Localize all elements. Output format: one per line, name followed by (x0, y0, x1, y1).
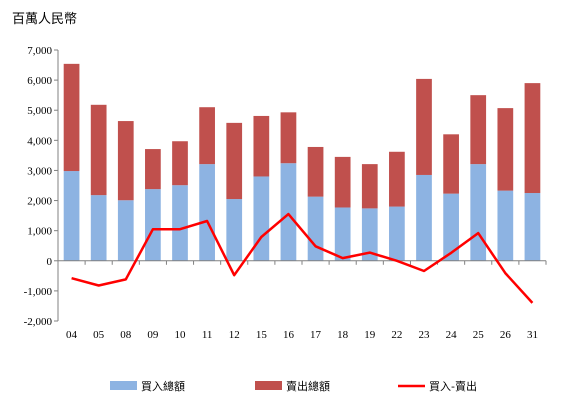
x-tick-label: 09 (147, 329, 159, 341)
y-tick-label: 3,000 (27, 165, 52, 177)
bar-sell (118, 121, 134, 200)
x-tick-label: 31 (527, 329, 538, 341)
x-tick-label: 26 (500, 329, 512, 341)
bar-buy (253, 176, 269, 260)
y-tick-label: 4,000 (27, 135, 52, 147)
bar-buy (389, 207, 405, 261)
bar-sell (416, 79, 432, 175)
bar-buy (308, 197, 324, 261)
bar-buy (145, 189, 161, 261)
bar-buy (118, 200, 134, 261)
bar-sell (226, 123, 242, 199)
y-tick-label: 0 (47, 256, 53, 268)
line-layer (71, 214, 532, 303)
bar-sell (172, 141, 188, 185)
bar-buy (416, 175, 432, 261)
bar-buy (443, 194, 459, 261)
bar-buy (64, 171, 80, 261)
x-tick-label: 23 (419, 329, 431, 341)
bar-sell (525, 83, 541, 193)
y-tick-label: 7,000 (27, 45, 52, 57)
x-tick-label: 11 (202, 329, 213, 341)
bar-sell (199, 107, 215, 164)
bar-sell (362, 164, 378, 208)
bar-sell (497, 108, 513, 191)
bar-sell (253, 116, 269, 177)
legend: 買入總額 賣出總額 買入-賣出 (110, 379, 477, 393)
legend-label: 賣出總額 (286, 379, 330, 393)
x-tick-label: 17 (310, 329, 322, 341)
bar-sell (335, 157, 351, 208)
x-tick-label: 16 (283, 329, 295, 341)
bar-buy (335, 207, 351, 260)
bar-sell (443, 134, 459, 193)
legend-label: 買入總額 (141, 379, 185, 393)
bar-buy (525, 193, 541, 261)
bar-sell (91, 105, 107, 195)
bar-buy (199, 164, 215, 261)
x-tick-label: 05 (93, 329, 105, 341)
x-tick-label: 08 (120, 329, 132, 341)
x-tick-label: 15 (256, 329, 268, 341)
x-tick-label: 04 (66, 329, 78, 341)
x-tick-label: 25 (473, 329, 485, 341)
legend-swatch (255, 381, 282, 390)
y-tick-label: 1,000 (27, 226, 52, 238)
y-tick-label: -1,000 (24, 286, 53, 298)
x-tick-label: 18 (337, 329, 349, 341)
x-tick-label: 19 (364, 329, 376, 341)
bar-sell (389, 152, 405, 207)
bar-buy (497, 191, 513, 261)
bar-buy (226, 199, 242, 261)
y-tick-label: 5,000 (27, 105, 52, 117)
bar-sell (308, 147, 324, 197)
bar-sell (145, 149, 161, 189)
x-tick-label: 24 (446, 329, 458, 341)
x-tick-label: 10 (175, 329, 187, 341)
legend-swatch (110, 381, 137, 390)
net-line (72, 214, 533, 303)
bar-buy (281, 163, 297, 261)
legend-label: 買入-賣出 (429, 379, 477, 393)
bar-sell (64, 64, 80, 171)
bar-buy (470, 164, 486, 261)
x-tick-label: 22 (391, 329, 402, 341)
bar-sell (281, 112, 297, 163)
unit-label: 百萬人民幣 (12, 8, 77, 27)
y-tick-label: 6,000 (27, 75, 52, 87)
y-tick-label: -2,000 (24, 316, 53, 328)
bar-buy (172, 185, 188, 261)
x-tick-label: 12 (229, 329, 240, 341)
y-tick-label: 2,000 (27, 196, 52, 208)
bar-sell (470, 95, 486, 164)
bar-buy (91, 195, 107, 261)
